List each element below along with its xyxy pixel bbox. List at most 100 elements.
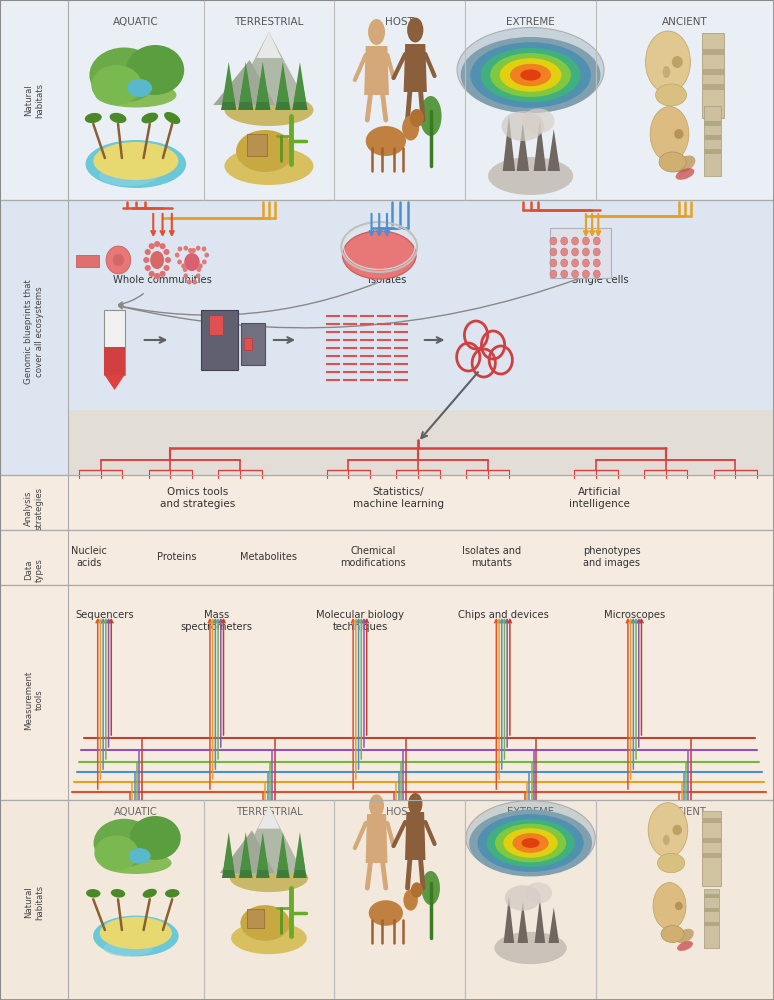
Polygon shape xyxy=(294,832,306,870)
Ellipse shape xyxy=(204,253,209,258)
Polygon shape xyxy=(549,907,559,943)
Polygon shape xyxy=(223,62,235,102)
Ellipse shape xyxy=(231,922,307,954)
Polygon shape xyxy=(240,62,252,102)
Ellipse shape xyxy=(512,833,549,853)
Bar xyxy=(0,200,774,475)
Ellipse shape xyxy=(198,263,203,268)
Ellipse shape xyxy=(93,142,178,180)
Bar xyxy=(702,69,724,75)
Bar xyxy=(704,922,719,926)
Polygon shape xyxy=(221,70,237,110)
Ellipse shape xyxy=(368,900,403,926)
Polygon shape xyxy=(517,123,529,171)
Ellipse shape xyxy=(676,929,694,943)
Polygon shape xyxy=(223,832,235,870)
Ellipse shape xyxy=(550,259,557,267)
Bar xyxy=(248,134,266,156)
Ellipse shape xyxy=(236,130,294,172)
Ellipse shape xyxy=(520,69,541,81)
Text: TERRESTRIAL: TERRESTRIAL xyxy=(235,807,303,817)
Ellipse shape xyxy=(150,251,164,269)
Polygon shape xyxy=(518,902,528,943)
Ellipse shape xyxy=(104,940,152,956)
Text: EXTREME: EXTREME xyxy=(507,807,554,817)
Bar xyxy=(704,894,719,898)
Text: Genomic blueprints that
cover all ecosystems: Genomic blueprints that cover all ecosys… xyxy=(24,280,44,384)
Ellipse shape xyxy=(165,889,180,898)
Polygon shape xyxy=(293,70,308,110)
Text: Chips and devices: Chips and devices xyxy=(457,610,549,620)
Ellipse shape xyxy=(675,155,695,173)
Ellipse shape xyxy=(193,280,197,285)
Ellipse shape xyxy=(196,246,200,251)
Bar xyxy=(702,33,724,118)
Ellipse shape xyxy=(85,140,186,188)
Bar xyxy=(241,323,265,365)
Bar xyxy=(702,84,724,90)
Ellipse shape xyxy=(500,58,561,92)
Ellipse shape xyxy=(466,801,595,875)
Ellipse shape xyxy=(646,31,690,93)
Ellipse shape xyxy=(661,926,684,942)
Polygon shape xyxy=(277,832,289,870)
Ellipse shape xyxy=(159,271,166,277)
Polygon shape xyxy=(238,70,254,110)
Text: Microscopes: Microscopes xyxy=(604,610,666,620)
Bar xyxy=(550,228,611,278)
Ellipse shape xyxy=(487,819,574,867)
Polygon shape xyxy=(239,839,252,878)
Polygon shape xyxy=(504,896,514,943)
Polygon shape xyxy=(255,70,271,110)
Ellipse shape xyxy=(510,64,551,86)
Ellipse shape xyxy=(184,253,200,271)
Ellipse shape xyxy=(183,273,188,278)
Bar xyxy=(704,149,721,154)
Polygon shape xyxy=(222,839,235,878)
Polygon shape xyxy=(214,60,276,105)
Text: ANCIENT: ANCIENT xyxy=(662,17,708,27)
Polygon shape xyxy=(405,812,426,860)
Ellipse shape xyxy=(191,248,196,253)
Ellipse shape xyxy=(594,237,601,245)
Ellipse shape xyxy=(676,168,694,180)
Ellipse shape xyxy=(175,253,180,258)
Ellipse shape xyxy=(196,273,200,278)
Ellipse shape xyxy=(197,267,201,272)
Polygon shape xyxy=(535,899,545,943)
Text: Isolates: Isolates xyxy=(368,275,406,285)
Ellipse shape xyxy=(490,53,571,97)
Ellipse shape xyxy=(93,916,179,956)
Ellipse shape xyxy=(145,265,151,271)
Bar xyxy=(702,853,721,858)
Ellipse shape xyxy=(224,147,313,185)
Ellipse shape xyxy=(495,824,566,862)
Polygon shape xyxy=(364,46,389,95)
Ellipse shape xyxy=(594,259,601,267)
Polygon shape xyxy=(276,70,291,110)
Text: Proteins: Proteins xyxy=(156,552,197,562)
Polygon shape xyxy=(104,375,125,390)
Text: TERRESTRIAL: TERRESTRIAL xyxy=(235,17,303,27)
Ellipse shape xyxy=(522,108,554,133)
Ellipse shape xyxy=(420,96,441,136)
Bar xyxy=(248,909,264,928)
Text: Analysis
strategies: Analysis strategies xyxy=(24,486,44,530)
Text: Natural
habitats: Natural habitats xyxy=(24,884,44,920)
Polygon shape xyxy=(256,839,269,878)
Text: Artificial
intelligence: Artificial intelligence xyxy=(570,487,630,509)
Text: Measurement
tools: Measurement tools xyxy=(24,670,44,730)
Ellipse shape xyxy=(571,248,578,256)
Ellipse shape xyxy=(550,270,557,278)
Polygon shape xyxy=(365,814,388,863)
Text: ANCIENT: ANCIENT xyxy=(663,807,707,817)
Ellipse shape xyxy=(469,810,592,876)
Polygon shape xyxy=(293,839,307,878)
Ellipse shape xyxy=(127,79,152,97)
Ellipse shape xyxy=(403,889,418,911)
Text: Whole communities: Whole communities xyxy=(113,275,212,285)
Ellipse shape xyxy=(154,273,160,279)
Text: AQUATIC: AQUATIC xyxy=(114,807,158,817)
Ellipse shape xyxy=(659,152,686,172)
Bar xyxy=(704,121,721,126)
